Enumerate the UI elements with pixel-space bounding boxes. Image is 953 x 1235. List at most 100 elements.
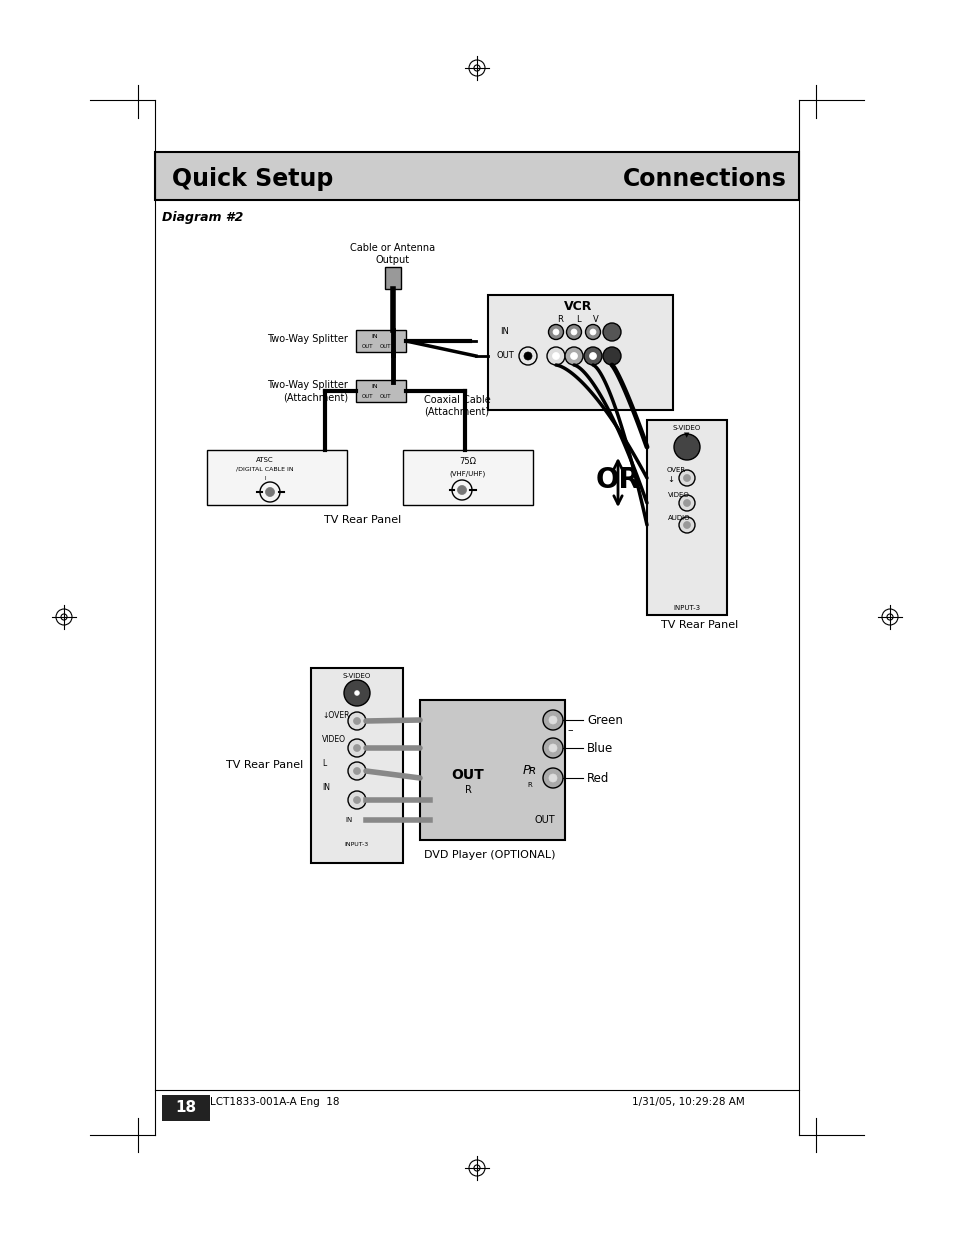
Circle shape xyxy=(548,716,557,724)
Circle shape xyxy=(583,347,601,366)
Text: S-VIDEO: S-VIDEO xyxy=(342,673,371,679)
Circle shape xyxy=(354,767,360,774)
Circle shape xyxy=(589,329,596,335)
Circle shape xyxy=(589,352,596,359)
Circle shape xyxy=(679,495,695,511)
Text: Output: Output xyxy=(375,254,410,266)
Text: L: L xyxy=(575,315,579,324)
Circle shape xyxy=(552,352,558,359)
Text: OUT: OUT xyxy=(380,343,392,348)
Text: S-VIDEO: S-VIDEO xyxy=(672,425,700,431)
Bar xyxy=(646,420,726,615)
Text: R: R xyxy=(464,785,471,795)
Circle shape xyxy=(354,718,360,725)
Circle shape xyxy=(585,325,599,340)
Text: Cable or Antenna: Cable or Antenna xyxy=(350,243,436,253)
Circle shape xyxy=(564,347,582,366)
Circle shape xyxy=(571,329,577,335)
Text: INPUT-3: INPUT-3 xyxy=(345,842,369,847)
Text: R: R xyxy=(557,315,562,324)
Text: TV Rear Panel: TV Rear Panel xyxy=(324,515,401,525)
Text: IN: IN xyxy=(500,327,509,336)
Bar xyxy=(355,380,406,403)
Circle shape xyxy=(348,762,366,781)
Text: (Attachment): (Attachment) xyxy=(283,391,348,403)
Text: ▼: ▼ xyxy=(683,432,689,438)
Text: OUT: OUT xyxy=(534,815,555,825)
Circle shape xyxy=(682,521,690,529)
Text: Green: Green xyxy=(586,714,622,726)
Text: 1/31/05, 10:29:28 AM: 1/31/05, 10:29:28 AM xyxy=(632,1097,744,1107)
Circle shape xyxy=(542,768,562,788)
Circle shape xyxy=(265,488,274,496)
Circle shape xyxy=(673,433,700,459)
Circle shape xyxy=(542,710,562,730)
Circle shape xyxy=(546,347,564,366)
Circle shape xyxy=(682,499,690,506)
Circle shape xyxy=(548,774,557,782)
Circle shape xyxy=(566,325,581,340)
Text: VIDEO: VIDEO xyxy=(322,736,346,745)
Circle shape xyxy=(602,347,620,366)
Circle shape xyxy=(348,713,366,730)
Bar xyxy=(385,267,400,289)
Text: Blue: Blue xyxy=(586,741,613,755)
Circle shape xyxy=(354,797,360,804)
Circle shape xyxy=(355,690,359,695)
Circle shape xyxy=(570,352,577,359)
Text: Connections: Connections xyxy=(622,167,786,191)
Circle shape xyxy=(679,471,695,487)
Circle shape xyxy=(542,739,562,758)
Text: OVER: OVER xyxy=(666,467,685,473)
Text: OUT: OUT xyxy=(451,768,484,782)
Text: Coaxial Cable: Coaxial Cable xyxy=(423,395,490,405)
Text: OR: OR xyxy=(595,466,639,494)
Text: TV Rear Panel: TV Rear Panel xyxy=(226,760,303,769)
Text: Diagram #2: Diagram #2 xyxy=(162,211,243,225)
Text: OUT: OUT xyxy=(380,394,392,399)
Bar xyxy=(162,1095,210,1121)
Circle shape xyxy=(523,352,532,359)
Bar xyxy=(355,330,406,352)
Text: 18: 18 xyxy=(175,1100,196,1115)
Text: IN: IN xyxy=(372,384,378,389)
Text: –: – xyxy=(567,725,572,735)
Text: /DIGITAL CABLE IN: /DIGITAL CABLE IN xyxy=(236,467,294,472)
Text: L: L xyxy=(322,760,326,768)
Text: LCT1833-001A-A Eng  18: LCT1833-001A-A Eng 18 xyxy=(210,1097,339,1107)
Text: Two-Way Splitter: Two-Way Splitter xyxy=(267,380,348,390)
Text: Pʀ: Pʀ xyxy=(522,763,537,777)
Circle shape xyxy=(457,485,466,494)
Text: ATSC: ATSC xyxy=(256,457,274,463)
Text: IN: IN xyxy=(372,335,378,340)
Text: (Attachment): (Attachment) xyxy=(423,408,489,417)
Circle shape xyxy=(348,739,366,757)
Text: (VHF/UHF): (VHF/UHF) xyxy=(450,471,486,477)
Bar xyxy=(207,450,347,505)
Bar xyxy=(419,700,564,840)
Text: R: R xyxy=(527,782,532,788)
Text: TV Rear Panel: TV Rear Panel xyxy=(660,620,738,630)
Circle shape xyxy=(348,790,366,809)
Circle shape xyxy=(344,680,370,706)
Text: IN: IN xyxy=(322,783,330,793)
Text: l: l xyxy=(264,475,266,480)
Circle shape xyxy=(682,474,690,482)
Text: Quick Setup: Quick Setup xyxy=(172,167,333,191)
Text: AUDIO: AUDIO xyxy=(667,515,690,521)
Text: INPUT-3: INPUT-3 xyxy=(673,605,700,611)
Bar xyxy=(311,668,402,863)
Text: V: V xyxy=(593,315,598,324)
Text: VCR: VCR xyxy=(563,300,592,314)
Text: OUT: OUT xyxy=(362,394,374,399)
Circle shape xyxy=(354,745,360,752)
Bar xyxy=(154,152,799,200)
Text: Red: Red xyxy=(586,772,609,784)
Circle shape xyxy=(602,324,620,341)
Text: IN: IN xyxy=(345,818,352,823)
Text: VIDEO: VIDEO xyxy=(667,492,689,498)
Text: ↓: ↓ xyxy=(666,474,673,483)
Bar xyxy=(402,450,533,505)
Text: ↓OVER: ↓OVER xyxy=(322,711,349,720)
Circle shape xyxy=(553,329,558,335)
